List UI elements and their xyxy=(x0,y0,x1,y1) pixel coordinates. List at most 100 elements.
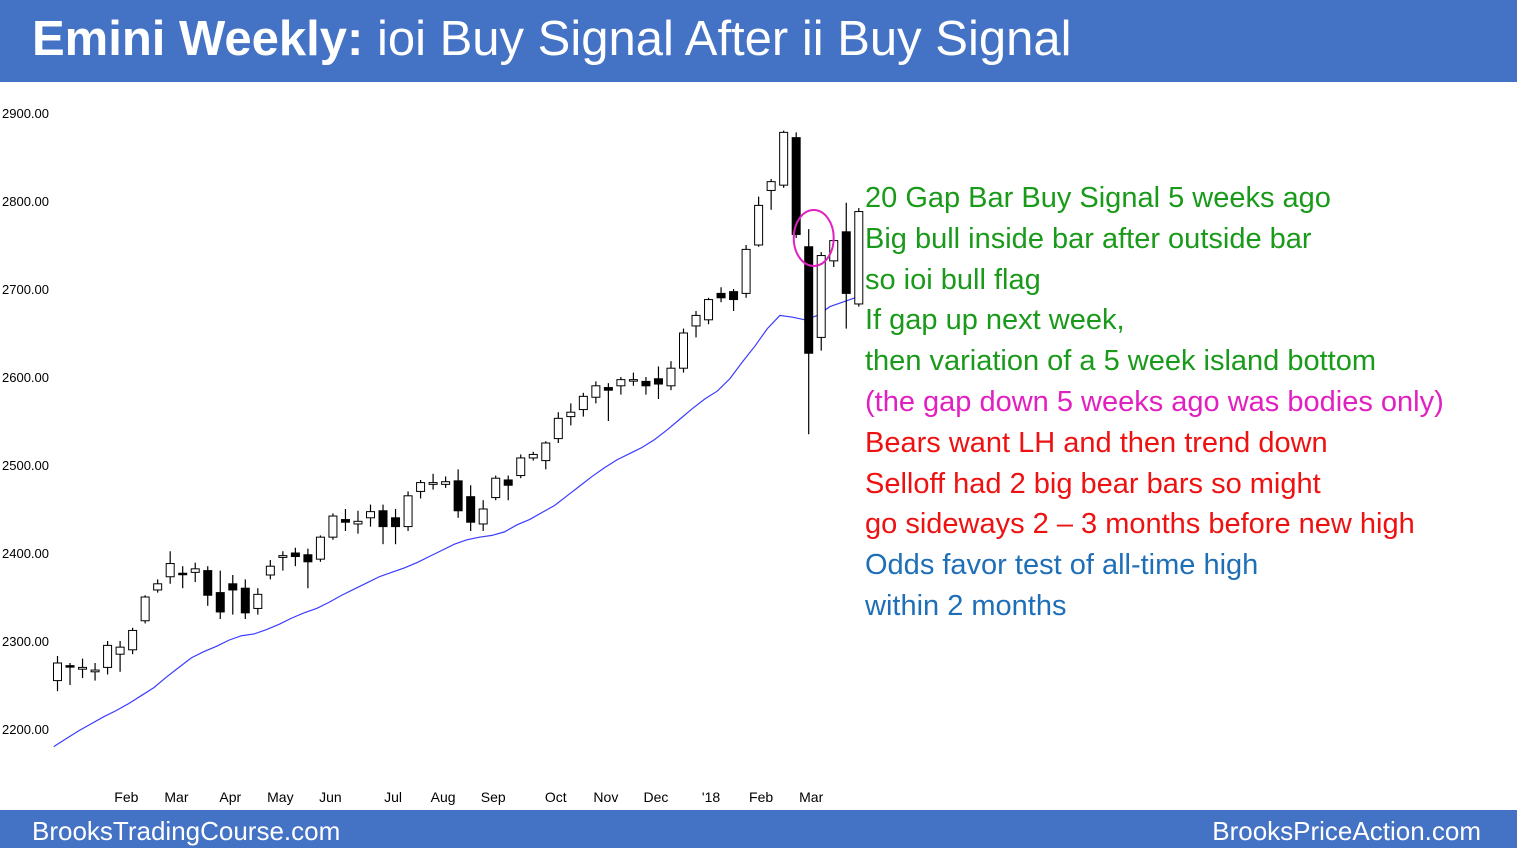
bear-candle-body xyxy=(240,587,250,614)
note-line: 20 Gap Bar Buy Signal 5 weeks ago xyxy=(865,182,1331,214)
bull-candle-body xyxy=(78,666,88,670)
candle xyxy=(653,366,663,399)
note-line: within 2 months xyxy=(865,589,1067,622)
bull-candle-body xyxy=(616,379,626,387)
x-axis: Feb Mar Apr May Jun Jul Aug Sep Oct Nov Dec '18 Feb M… xyxy=(114,789,823,805)
candle xyxy=(691,311,701,338)
x-tick-label: Mar xyxy=(799,789,823,805)
page-title: Emini Weekly: ioi Buy Signal After ii Bu… xyxy=(32,8,1072,70)
y-tick-label: 2400.00 xyxy=(2,546,49,561)
note-line: (the gap down 5 weeks ago was bodies onl… xyxy=(865,385,1444,418)
candle xyxy=(190,562,200,583)
candle xyxy=(391,509,401,545)
bull-candle-body xyxy=(491,477,501,499)
bull-candle-body xyxy=(403,495,413,528)
bull-candle-body xyxy=(115,646,125,655)
bull-candle-body xyxy=(90,669,100,673)
candlestick-chart: 2900.00 2800.00 2700.00 2600.00 2500.00 2400.… xyxy=(2,106,864,805)
bull-candle-body xyxy=(190,568,200,573)
candle xyxy=(416,479,426,499)
bull-candle-body xyxy=(541,442,551,462)
candle xyxy=(779,130,789,188)
bear-candle-body xyxy=(603,387,613,391)
candle xyxy=(265,560,275,580)
candle xyxy=(353,510,363,534)
bull-candle-body xyxy=(128,629,138,651)
moving-average-line xyxy=(53,297,856,748)
bear-candle-body xyxy=(215,592,225,613)
candle xyxy=(303,548,313,589)
candle xyxy=(115,641,125,672)
y-tick-label: 2600.00 xyxy=(2,370,49,385)
candle xyxy=(541,441,551,470)
candle xyxy=(516,454,526,479)
bear-candle-body xyxy=(791,137,801,235)
y-tick-label: 2200.00 xyxy=(2,722,49,737)
bull-candle-body xyxy=(766,181,776,191)
bear-candle-body xyxy=(503,479,513,486)
x-tick-label: Apr xyxy=(219,789,241,805)
candle xyxy=(290,547,300,567)
bull-candle-body xyxy=(854,211,864,305)
note-line: then variation of a 5 week island bottom xyxy=(865,345,1377,378)
bull-candle-body xyxy=(315,536,325,560)
candle xyxy=(315,535,325,562)
x-tick-label: Oct xyxy=(545,789,567,805)
candle xyxy=(203,566,213,606)
candle xyxy=(679,328,688,373)
candle xyxy=(666,361,676,391)
x-tick-label: Feb xyxy=(749,789,773,805)
bear-candle-body xyxy=(466,496,476,523)
candle xyxy=(328,513,338,540)
note-line: go sideways 2 – 3 months before new high xyxy=(865,508,1415,541)
candle xyxy=(816,252,826,351)
bear-candle-body xyxy=(804,246,814,354)
x-tick-label: Feb xyxy=(114,789,138,805)
x-tick-label: Jul xyxy=(384,789,402,805)
bull-candle-body xyxy=(628,379,638,382)
x-tick-label: Mar xyxy=(164,789,188,805)
bull-candle-body xyxy=(153,583,163,591)
candle xyxy=(616,377,626,395)
candle xyxy=(578,392,588,417)
candle xyxy=(603,383,613,421)
candle xyxy=(228,575,238,615)
title-bold: Emini Weekly: xyxy=(32,12,364,66)
title-banner: Emini Weekly: ioi Buy Signal After ii Bu… xyxy=(0,0,1517,82)
bear-candle-body xyxy=(391,517,401,528)
bull-candle-body xyxy=(441,481,451,485)
candle xyxy=(165,551,175,584)
candle xyxy=(854,208,864,307)
bull-candle-body xyxy=(478,508,488,525)
bear-candle-body xyxy=(340,519,350,523)
bull-candle-body xyxy=(553,417,563,440)
note-line: Bears want LH and then trend down xyxy=(865,426,1328,459)
bull-candle-body xyxy=(165,563,175,578)
bull-candle-body xyxy=(328,515,338,538)
candle xyxy=(65,663,75,685)
candle xyxy=(178,566,188,589)
candle xyxy=(528,451,538,461)
bear-candle-body xyxy=(653,378,663,385)
bear-candle-body xyxy=(841,231,851,294)
bull-candle-body xyxy=(253,593,263,609)
footer-left-site[interactable]: BrooksTradingCourse.com xyxy=(32,816,341,846)
bull-candle-body xyxy=(366,511,375,519)
candle xyxy=(466,485,476,531)
bull-candle-body xyxy=(754,204,764,246)
footer-right-site[interactable]: BrooksPriceAction.com xyxy=(1212,816,1481,846)
y-tick-label: 2900.00 xyxy=(2,106,49,121)
candle xyxy=(503,475,513,501)
bear-candle-body xyxy=(65,665,75,668)
candle xyxy=(253,588,263,615)
bull-candle-body xyxy=(679,332,688,369)
x-tick-label: Dec xyxy=(644,789,669,805)
candle xyxy=(140,595,150,624)
bull-candle-body xyxy=(691,314,701,327)
candle xyxy=(704,297,714,325)
candle xyxy=(804,229,814,435)
note-line: If gap up next week, xyxy=(865,304,1125,337)
note-line: Selloff had 2 big bear bars so might xyxy=(865,467,1321,500)
bear-candle-body xyxy=(716,292,726,299)
candle xyxy=(729,289,739,311)
